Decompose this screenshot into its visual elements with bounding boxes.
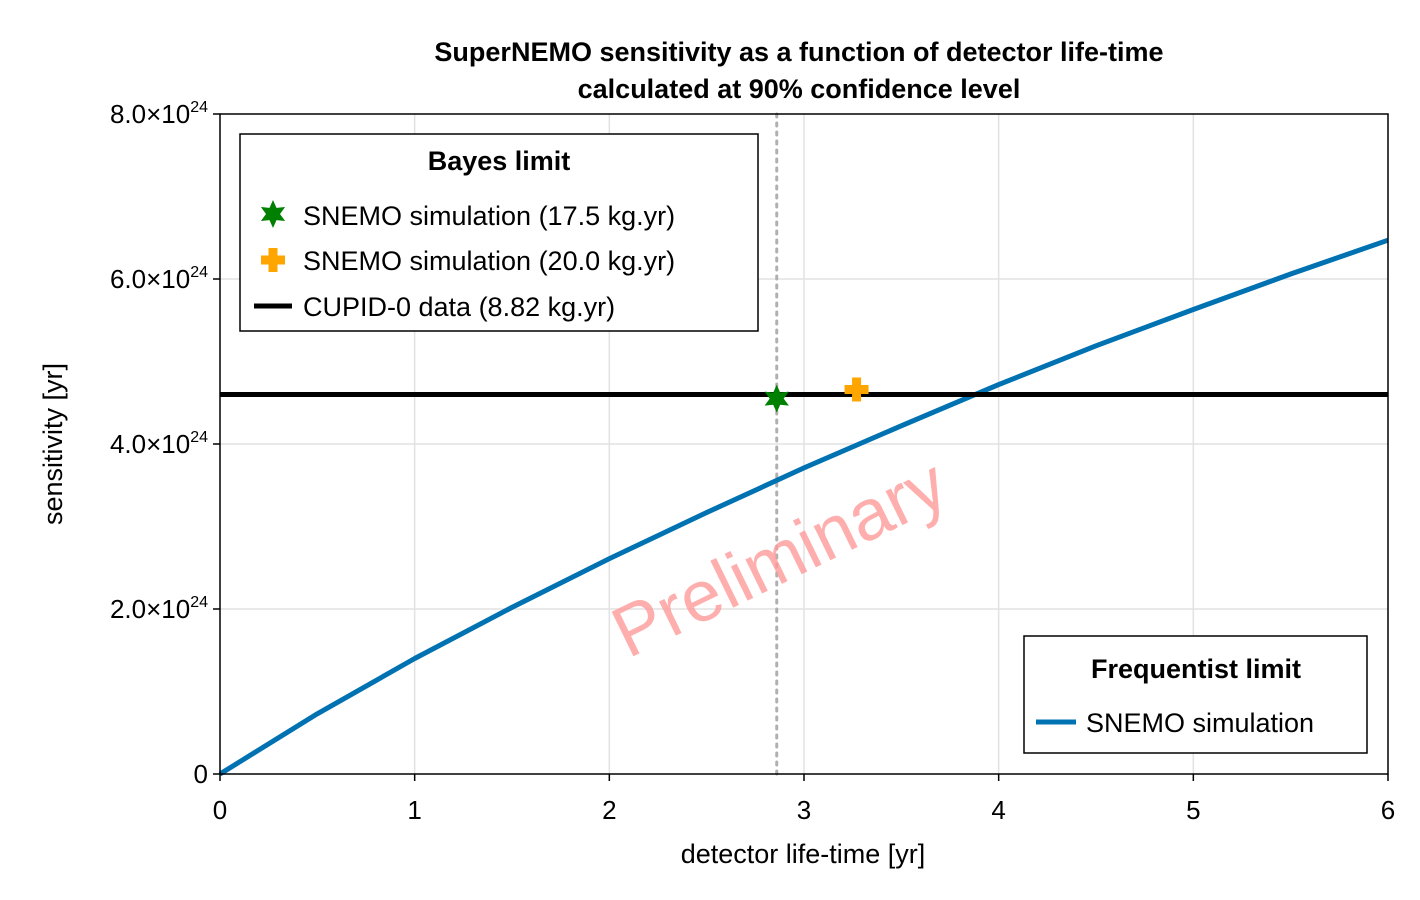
- legend-frequentist-limit: Frequentist limit SNEMO simulation: [1023, 635, 1368, 754]
- legend-entry-label: SNEMO simulation: [1086, 708, 1314, 738]
- star-marker: [764, 384, 789, 413]
- x-axis: 0 1 2 3 4 5 6: [213, 774, 1395, 825]
- y-tick-label: 4.0×1024: [110, 429, 208, 459]
- legend-entry-label: SNEMO simulation (17.5 kg.yr): [303, 201, 675, 231]
- y-tick-label: 6.0×1024: [110, 264, 208, 294]
- x-axis-label: detector life-time [yr]: [681, 839, 926, 869]
- y-axis-label: sensitivity [yr]: [38, 363, 68, 525]
- legend-cross-marker: [261, 248, 285, 272]
- legend-frequentist-title: Frequentist limit: [1091, 654, 1301, 684]
- cross-marker: [844, 377, 869, 402]
- legend-entry-label: SNEMO simulation (20.0 kg.yr): [303, 246, 675, 276]
- x-tick-label: 5: [1186, 795, 1200, 825]
- chart-title-line-1: SuperNEMO sensitivity as a function of d…: [434, 37, 1163, 67]
- legend-star-marker: [260, 200, 286, 228]
- y-axis: 0 2.0×1024 4.0×1024 6.0×1024 8.0×1024: [110, 99, 220, 789]
- legend-entry-label: CUPID-0 data (8.82 kg.yr): [303, 292, 615, 322]
- x-tick-label: 0: [213, 795, 227, 825]
- x-tick-label: 4: [991, 795, 1005, 825]
- star-marker: [260, 200, 286, 228]
- y-tick-label: 8.0×1024: [110, 99, 208, 129]
- star-data-point: [764, 384, 789, 413]
- x-tick-label: 3: [797, 795, 811, 825]
- cross-data-point: [844, 377, 869, 402]
- x-tick-label: 1: [407, 795, 421, 825]
- y-tick-label: 2.0×1024: [110, 594, 208, 624]
- legend-bayes-title: Bayes limit: [428, 146, 571, 176]
- cross-marker: [261, 248, 285, 272]
- x-tick-label: 2: [602, 795, 616, 825]
- x-tick-label: 6: [1381, 795, 1395, 825]
- y-tick-label: 0: [194, 759, 208, 789]
- snemo-frequentist-line: [218, 237, 1389, 777]
- series-layer: [218, 237, 1389, 777]
- chart-title-line-2: calculated at 90% confidence level: [578, 74, 1021, 104]
- legend-bayes-limit: Bayes limit SNEMO simulation (17.5 kg.yr…: [239, 133, 759, 332]
